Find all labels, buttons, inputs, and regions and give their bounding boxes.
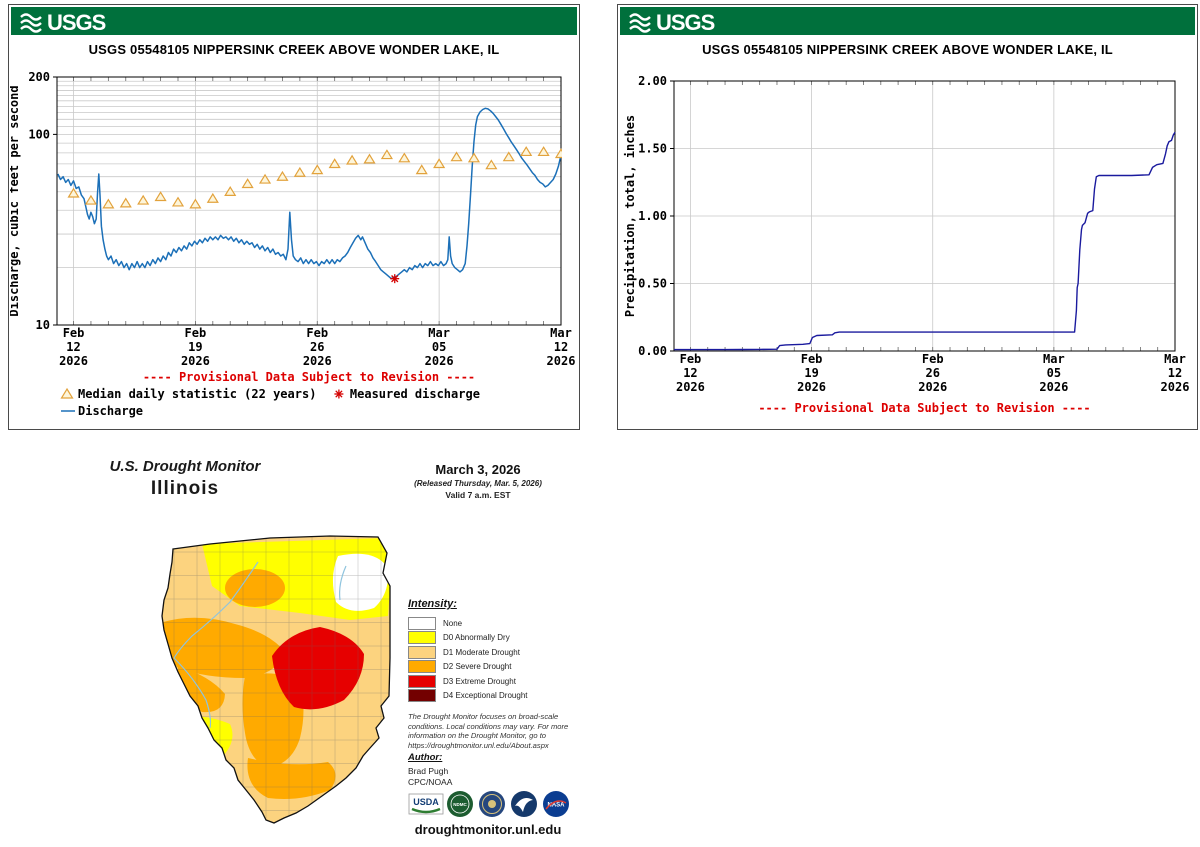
svg-text:2026: 2026	[303, 354, 332, 368]
svg-text:0.00: 0.00	[638, 344, 667, 358]
discharge-plot: 10100200Feb122026Feb192026Feb262026Mar05…	[10, 70, 576, 418]
svg-text:USGS: USGS	[656, 11, 715, 33]
drought-legend-item: D1 Moderate Drought	[408, 645, 578, 660]
svg-text:Mar: Mar	[550, 326, 572, 340]
drought-legend-label: D1 Moderate Drought	[443, 647, 520, 657]
svg-text:NDMC: NDMC	[453, 802, 467, 807]
svg-text:Mar: Mar	[1043, 352, 1065, 366]
svg-text:12: 12	[683, 366, 697, 380]
usgs-logo-icon: USGS	[20, 11, 107, 33]
drought-intensity-label: Intensity:	[408, 598, 457, 610]
legend-label: Median daily statistic (22 years)	[78, 387, 316, 401]
svg-text:2026: 2026	[1161, 380, 1190, 394]
svg-text:2026: 2026	[676, 380, 705, 394]
drought-released: (Released Thursday, Mar. 5, 2026)	[414, 479, 542, 488]
logo-nasa-icon: NASA	[543, 791, 569, 817]
drought-intensity-legend: Intensity: None D0 Abnormally Dry D1 Moder…	[408, 598, 578, 703]
drought-legend-label: D4 Exceptional Drought	[443, 691, 528, 701]
svg-text:05: 05	[1047, 366, 1061, 380]
usgs-header-bar: USGS	[11, 7, 577, 35]
drought-monitor-title: U.S. Drought Monitor	[109, 458, 261, 475]
drought-swatch-3	[408, 660, 436, 674]
svg-text:Mar: Mar	[1164, 352, 1186, 366]
svg-text:2026: 2026	[425, 354, 454, 368]
svg-text:100: 100	[28, 127, 50, 141]
svg-text:USDA: USDA	[413, 797, 439, 807]
svg-text:2.00: 2.00	[638, 74, 667, 88]
drought-author-name: Brad Pugh	[408, 766, 449, 776]
svg-text:Feb: Feb	[63, 326, 85, 340]
svg-text:Discharge, cubic feet per seco: Discharge, cubic feet per second	[10, 85, 21, 316]
logo-usda-icon: USDA	[408, 793, 444, 815]
drought-legend-label: None	[443, 618, 463, 628]
svg-text:Mar: Mar	[428, 326, 450, 340]
precipitation-chart-panel: USGS USGS 05548105 NIPPERSINK CREEK ABOV…	[617, 4, 1198, 430]
logo-doc-icon	[479, 791, 505, 817]
svg-text:26: 26	[310, 340, 324, 354]
svg-text:Precipitation, total, inches: Precipitation, total, inches	[623, 115, 637, 317]
svg-text:12: 12	[554, 340, 568, 354]
svg-text:2026: 2026	[181, 354, 210, 368]
drought-swatch-5	[408, 689, 436, 703]
svg-text:2026: 2026	[547, 354, 576, 368]
svg-text:12: 12	[66, 340, 80, 354]
svg-text:Feb: Feb	[922, 352, 944, 366]
svg-text:Feb: Feb	[680, 352, 702, 366]
logo-noaa-icon	[511, 791, 537, 817]
drought-date: March 3, 2026	[435, 462, 521, 477]
svg-text:1.50: 1.50	[638, 142, 667, 156]
discharge-chart-panel: USGS USGS 05548105 NIPPERSINK CREEK ABOV…	[8, 4, 580, 430]
svg-text:Feb: Feb	[306, 326, 328, 340]
svg-text:Feb: Feb	[185, 326, 207, 340]
provisional-notice: ---- Provisional Data Subject to Revisio…	[143, 370, 475, 384]
discharge-chart-title: USGS 05548105 NIPPERSINK CREEK ABOVE WON…	[88, 42, 500, 57]
drought-author-org: CPC/NOAA	[408, 777, 453, 787]
svg-text:2026: 2026	[59, 354, 88, 368]
legend-label: Measured discharge	[350, 387, 480, 401]
legend-label: Discharge	[78, 404, 143, 418]
svg-text:200: 200	[28, 70, 50, 84]
logo-ndmc-icon: NDMC	[447, 791, 473, 817]
svg-text:2026: 2026	[797, 380, 826, 394]
usgs-logo-icon: USGS	[629, 11, 716, 33]
drought-agency-logos: USDA NDMC NASA	[408, 791, 569, 817]
drought-author-label: Author:	[408, 752, 443, 763]
drought-swatch-0	[408, 616, 436, 630]
drought-legend-item: D2 Severe Drought	[408, 660, 578, 675]
drought-legend-item: D3 Extreme Drought	[408, 674, 578, 689]
drought-monitor-url[interactable]: droughtmonitor.unl.edu	[414, 822, 562, 837]
precipitation-chart-title: USGS 05548105 NIPPERSINK CREEK ABOVE WON…	[702, 42, 1113, 57]
drought-valid: Valid 7 a.m. EST	[445, 490, 511, 500]
svg-text:2026: 2026	[1039, 380, 1068, 394]
drought-legend-item: D4 Exceptional Drought	[408, 689, 578, 704]
svg-text:19: 19	[188, 340, 202, 354]
drought-monitor-state: Illinois	[150, 478, 220, 499]
svg-text:1.00: 1.00	[638, 209, 667, 223]
drought-legend-label: D2 Severe Drought	[443, 662, 512, 672]
svg-text:2026: 2026	[918, 380, 947, 394]
svg-text:19: 19	[804, 366, 818, 380]
svg-text:Feb: Feb	[801, 352, 823, 366]
drought-legend-item: D0 Abnormally Dry	[408, 631, 578, 646]
drought-swatch-2	[408, 645, 436, 659]
drought-legend-label: D0 Abnormally Dry	[443, 633, 510, 643]
provisional-notice: ---- Provisional Data Subject to Revisio…	[758, 401, 1090, 415]
drought-swatch-1	[408, 631, 436, 645]
svg-text:0.50: 0.50	[638, 277, 667, 291]
svg-text:USGS: USGS	[47, 11, 106, 33]
svg-text:26: 26	[925, 366, 939, 380]
drought-legend-item: None	[408, 616, 578, 631]
precipitation-plot: 0.000.501.001.502.00Feb122026Feb192026Fe…	[623, 74, 1190, 415]
svg-text:10: 10	[36, 318, 50, 332]
drought-legend-label: D3 Extreme Drought	[443, 676, 516, 686]
svg-text:NASA: NASA	[547, 803, 565, 809]
drought-swatch-4	[408, 674, 436, 688]
drought-disclaimer: The Drought Monitor focuses on broad-sca…	[408, 712, 569, 751]
illinois-drought-map	[161, 535, 391, 824]
svg-text:12: 12	[1168, 366, 1182, 380]
svg-text:05: 05	[432, 340, 446, 354]
usgs-header-bar: USGS	[620, 7, 1195, 35]
